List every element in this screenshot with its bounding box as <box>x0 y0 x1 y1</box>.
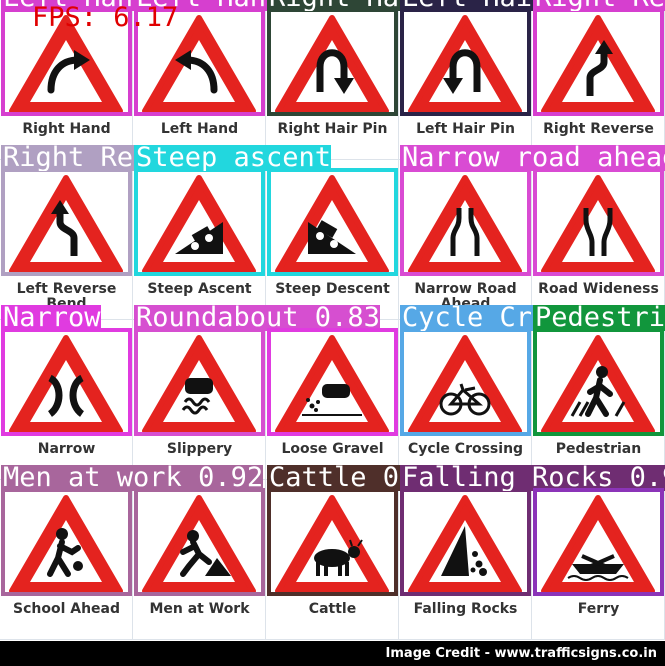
detection-box <box>134 328 265 436</box>
detection-box <box>1 168 132 276</box>
sign-card: Falling Rocks <box>399 480 532 640</box>
sign-caption: Slippery <box>166 442 233 457</box>
right-reverse-bend-icon <box>541 15 655 114</box>
sign-caption: Right Hand <box>22 122 111 137</box>
sign-caption: Right Reverse <box>543 122 654 137</box>
sign-caption: Men at Work <box>149 602 250 617</box>
right-hair-pin-icon <box>275 15 389 114</box>
cycle-crossing-icon <box>408 335 522 434</box>
detection-label: Pedestrian <box>533 305 665 331</box>
detection-label: Narrow <box>1 305 101 331</box>
detection-box <box>400 328 531 436</box>
sign-caption: Narrow <box>37 442 96 457</box>
detection-label: Left Hand Curve <box>1 0 247 11</box>
sign-card: Left Hair Pin <box>399 0 532 160</box>
detection-box <box>1 488 132 596</box>
narrow-bridge-icon <box>9 335 123 434</box>
detection-label: Roundabout 0.83 <box>134 305 380 331</box>
detection-box <box>533 488 664 596</box>
sign-card: Cattle <box>266 480 399 640</box>
cattle-icon <box>275 495 389 594</box>
sign-card: Narrow <box>0 320 133 480</box>
sign-card: Right Hand <box>0 0 133 160</box>
right-hand-curve-icon <box>9 15 123 114</box>
left-reverse-bend-icon <box>9 175 123 274</box>
road-widens-icon <box>541 175 655 274</box>
detection-label: Men at work 0.92 <box>1 465 264 491</box>
sign-card: Right Reverse <box>532 0 665 160</box>
sign-card: Left Reverse Bend <box>0 160 133 320</box>
pedestrian-crossing-icon <box>541 335 655 434</box>
detection-box <box>134 168 265 276</box>
sign-card: School Ahead <box>0 480 133 640</box>
sign-caption: Pedestrian <box>555 442 642 457</box>
slippery-road-icon <box>142 335 256 434</box>
sign-caption: Steep Descent <box>275 282 390 297</box>
sign-card: Slippery <box>133 320 266 480</box>
sign-card: Right Hair Pin <box>266 0 399 160</box>
detection-box <box>134 488 265 596</box>
detection-box <box>533 8 664 116</box>
sign-caption: Steep Ascent <box>147 282 252 297</box>
sign-card: Road Wideness <box>532 160 665 320</box>
detection-box <box>533 328 664 436</box>
narrow-road-ahead-icon <box>408 175 522 274</box>
sign-caption: Ferry <box>577 602 620 617</box>
detection-label: Cattle 0. <box>267 465 416 491</box>
sign-card: Loose Gravel <box>266 320 399 480</box>
detection-box <box>267 168 398 276</box>
detection-label: Narrow road ahead <box>400 145 665 171</box>
sign-caption: Cattle <box>308 602 357 617</box>
detection-box <box>533 168 664 276</box>
loose-gravel-icon <box>275 335 389 434</box>
sign-card: Men at Work <box>133 480 266 640</box>
fps-counter: FPS: 6.17 <box>32 2 179 33</box>
left-hair-pin-icon <box>408 15 522 114</box>
sign-card: Ferry <box>532 480 665 640</box>
detection-label: Left Hair Pin <box>400 0 614 11</box>
men-at-work-icon <box>142 495 256 594</box>
sign-caption: Cycle Crossing <box>407 442 524 457</box>
sign-card: Cycle Crossing <box>399 320 532 480</box>
detection-label: Steep ascent <box>134 145 332 171</box>
detection-box <box>267 328 398 436</box>
detection-label: Falling Rocks 0.9 <box>400 465 665 491</box>
sign-caption: Right Hair Pin <box>277 122 388 137</box>
image-credit: Image Credit - www.trafficsigns.co.in <box>0 641 665 666</box>
detection-box <box>400 8 531 116</box>
detection-label: Right Reverse <box>533 0 665 11</box>
detection-box <box>267 8 398 116</box>
sign-card: Steep Ascent <box>133 160 266 320</box>
falling-rocks-icon <box>408 495 522 594</box>
sign-card: Steep Descent <box>266 160 399 320</box>
left-hand-curve-icon <box>142 15 256 114</box>
detection-box <box>267 488 398 596</box>
sign-caption: Falling Rocks <box>413 602 518 617</box>
sign-caption: Left Hair Pin <box>416 122 515 137</box>
ferry-icon <box>541 495 655 594</box>
sign-caption: School Ahead <box>12 602 121 617</box>
detection-box <box>400 168 531 276</box>
sign-caption: Road Wideness <box>538 282 659 297</box>
steep-ascent-icon <box>142 175 256 274</box>
school-ahead-icon <box>9 495 123 594</box>
detection-box <box>400 488 531 596</box>
steep-descent-icon <box>275 175 389 274</box>
sign-caption: Loose Gravel <box>281 442 384 457</box>
detection-box <box>1 328 132 436</box>
sign-caption: Left Hand <box>160 122 239 137</box>
